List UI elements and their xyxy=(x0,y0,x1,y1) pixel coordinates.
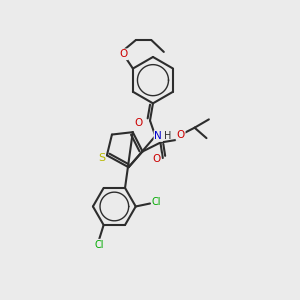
Text: N: N xyxy=(154,131,162,141)
Text: O: O xyxy=(119,49,128,59)
Text: O: O xyxy=(135,118,143,128)
Text: O: O xyxy=(176,130,185,140)
Text: H: H xyxy=(164,131,172,141)
Text: O: O xyxy=(152,154,160,164)
Text: Cl: Cl xyxy=(152,197,161,207)
Text: Cl: Cl xyxy=(94,240,104,250)
Text: S: S xyxy=(98,153,105,163)
